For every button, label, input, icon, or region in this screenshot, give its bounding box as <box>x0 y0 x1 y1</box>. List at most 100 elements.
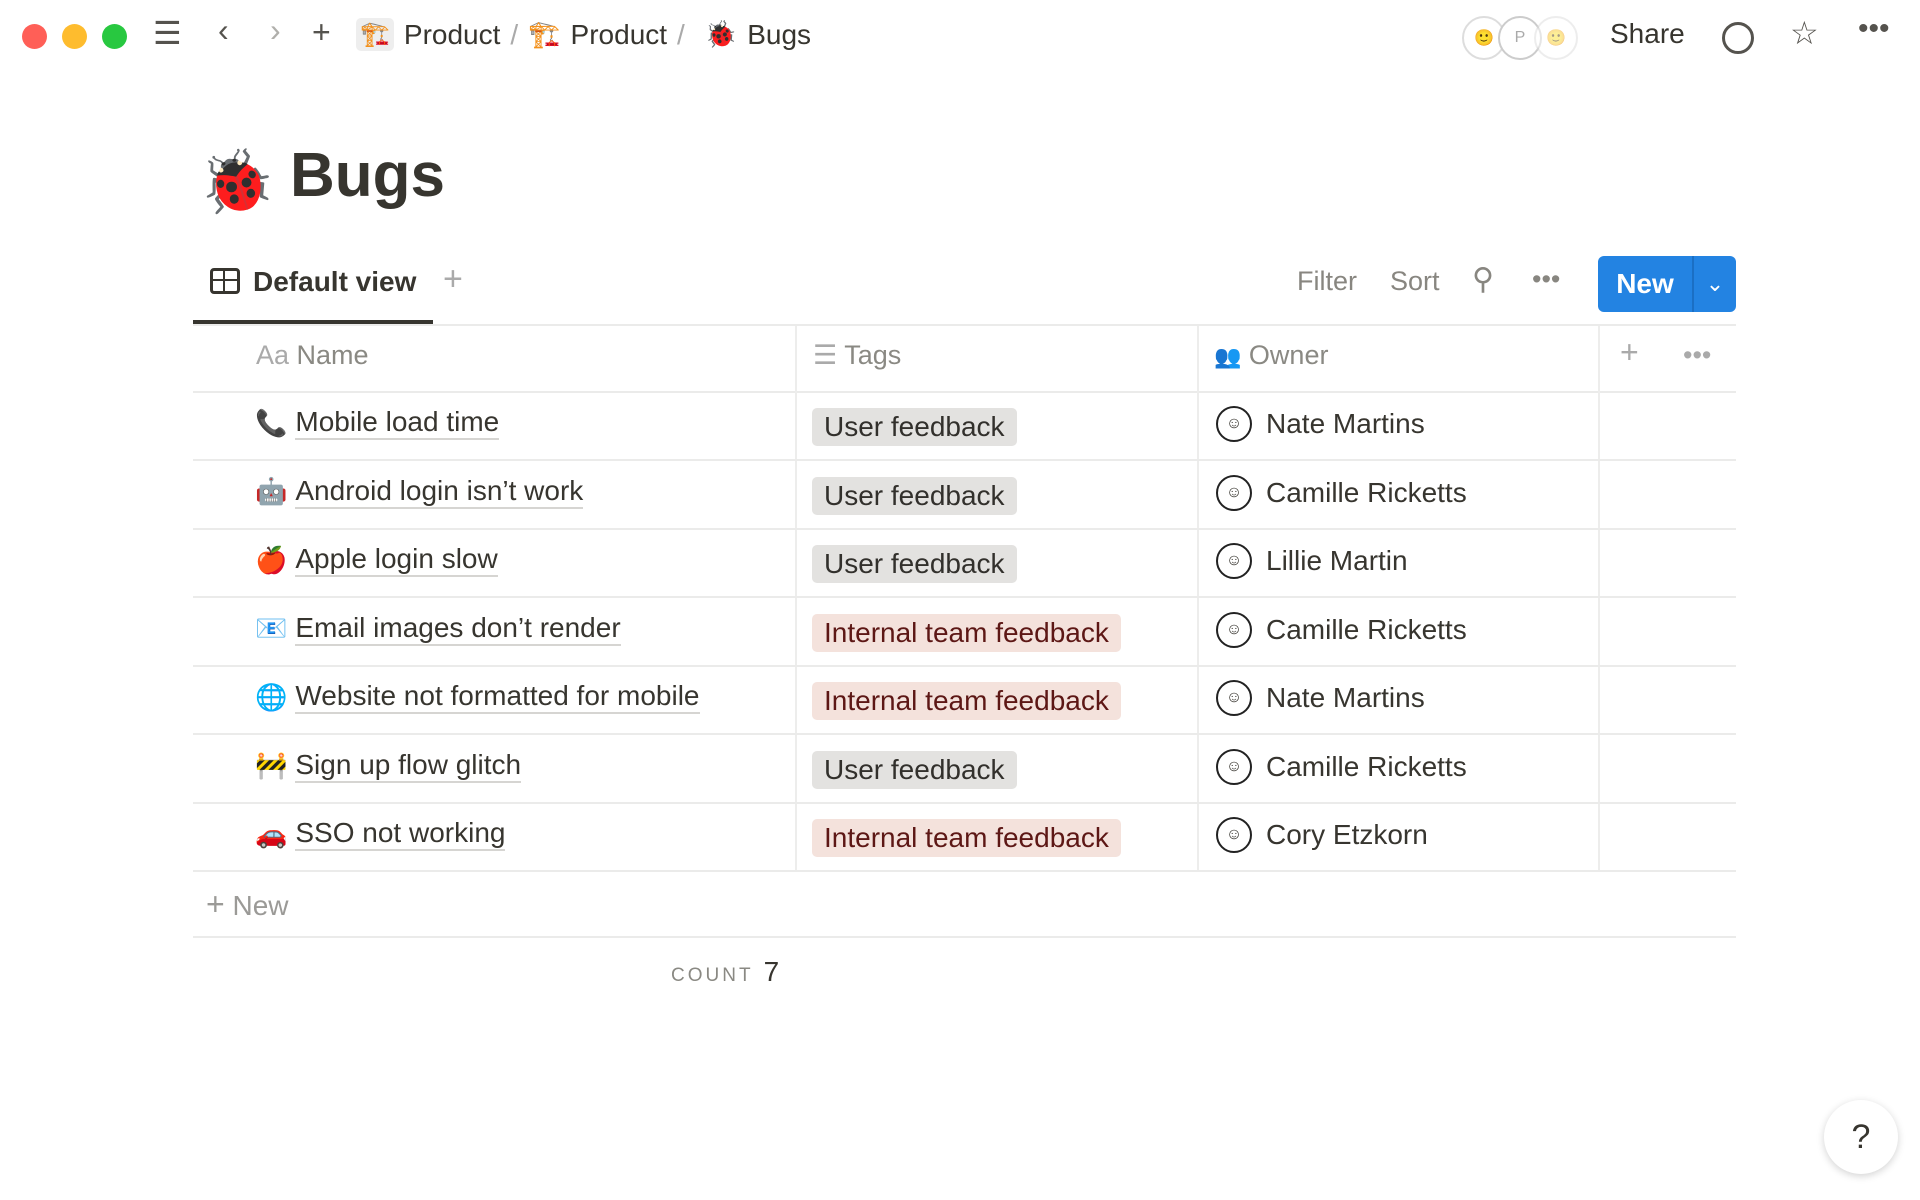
menu-icon[interactable]: ☰ <box>153 15 182 51</box>
tag-badge: Internal team feedback <box>812 682 1121 720</box>
add-row-button[interactable]: + New <box>206 886 288 923</box>
minimize-window-button[interactable] <box>62 24 87 49</box>
people-icon: 👥 <box>1214 344 1242 369</box>
count-value: 7 <box>763 956 780 987</box>
row-name[interactable]: Website not formatted for mobile <box>295 680 700 714</box>
text-type-icon: Aa <box>256 340 290 370</box>
search-icon[interactable]: ⚲ <box>1472 263 1494 296</box>
new-button-label[interactable]: New <box>1616 268 1674 299</box>
row-emoji-icon: 🚗 <box>255 818 288 849</box>
breadcrumb-item-bugs[interactable]: Bugs <box>747 18 812 50</box>
divider <box>193 596 1736 598</box>
presence-avatars[interactable]: 🙂 P 🙂 <box>1462 16 1578 60</box>
page-title[interactable]: Bugs <box>290 141 445 210</box>
share-button[interactable]: Share <box>1610 18 1685 49</box>
owner-cell[interactable]: ☺ Nate Martins <box>1216 680 1425 716</box>
row-name[interactable]: Email images don’t render <box>295 612 621 646</box>
breadcrumb-separator: / <box>677 18 685 50</box>
table-row[interactable]: 🚧 Sign up flow glitch User feedback ☺ Cami… <box>193 735 1736 803</box>
row-emoji-icon: 🍎 <box>255 544 288 575</box>
close-window-button[interactable] <box>22 24 47 49</box>
table-row[interactable]: 🌐 Website not formatted for mobile Intern… <box>193 666 1736 734</box>
back-icon[interactable]: ‹ <box>218 12 229 48</box>
filter-button[interactable]: Filter <box>1297 266 1357 296</box>
table-icon <box>210 268 240 294</box>
column-label: Tags <box>844 340 902 370</box>
tag-badge: Internal team feedback <box>812 613 1121 652</box>
view-options-icon[interactable]: ••• <box>1532 264 1561 294</box>
column-options-icon[interactable]: ••• <box>1683 340 1712 370</box>
divider <box>193 324 1736 326</box>
tag-badge: User feedback <box>812 750 1017 789</box>
avatar: ☺ <box>1216 406 1252 442</box>
row-name[interactable]: Android login isn’t work <box>295 475 584 509</box>
column-label: Name <box>296 340 369 370</box>
divider <box>193 801 1736 804</box>
owner-cell[interactable]: ☺ Lillie Martin <box>1216 543 1408 579</box>
new-page-icon[interactable]: + <box>312 14 331 50</box>
owner-name: Cory Etzkorn <box>1266 819 1428 850</box>
owner-cell[interactable]: ☺ Camille Ricketts <box>1216 611 1467 648</box>
history-clock-icon[interactable] <box>1722 22 1754 54</box>
divider <box>193 936 1736 938</box>
row-name-cell[interactable]: 🚧 Sign up flow glitch <box>255 749 522 783</box>
row-name[interactable]: Sign up flow glitch <box>295 749 522 783</box>
tag-badge: User feedback <box>812 476 1017 515</box>
row-name-cell[interactable]: 📧 Email images don’t render <box>255 612 621 646</box>
column-header-tags[interactable]: ☰ Tags <box>813 340 901 371</box>
tag-badge: Internal team feedback <box>812 819 1121 857</box>
add-property-icon[interactable]: + <box>1620 334 1639 370</box>
column-divider <box>795 326 797 872</box>
tag-badge: User feedback <box>812 408 1017 446</box>
chevron-down-icon[interactable]: ⌄ <box>1705 271 1725 296</box>
avatar: ☺ <box>1216 748 1252 785</box>
table-row[interactable]: 📧 Email images don’t render Internal team… <box>193 598 1736 666</box>
breadcrumb-item-product[interactable]: Product <box>570 18 668 50</box>
ladybug-icon: 🐞 <box>704 19 738 49</box>
row-name-cell[interactable]: 🍎 Apple login slow <box>255 543 498 577</box>
count-summary[interactable]: COUNT 7 <box>671 956 779 988</box>
table-row[interactable]: 🤖 Android login isn’t work User feedback … <box>193 461 1736 529</box>
breadcrumb-separator: / <box>510 18 519 50</box>
column-header-name[interactable]: Aa Name <box>256 340 369 371</box>
row-name-cell[interactable]: 📞 Mobile load time <box>255 406 500 440</box>
row-name[interactable]: Mobile load time <box>295 406 500 440</box>
table-row[interactable]: 🍎 Apple login slow User feedback ☺ Lillie … <box>193 529 1736 597</box>
add-row-label: New <box>232 890 289 921</box>
sort-button[interactable]: Sort <box>1390 266 1440 296</box>
new-record-button[interactable]: New ⌄ <box>1598 256 1736 312</box>
avatar: ☺ <box>1216 543 1252 579</box>
row-emoji-icon: 🌐 <box>255 681 288 712</box>
row-name-cell[interactable]: 🤖 Android login isn’t work <box>255 475 584 509</box>
row-name[interactable]: SSO not working <box>295 817 506 851</box>
forward-icon[interactable]: › <box>270 12 281 48</box>
breadcrumb-item-product[interactable]: Product <box>403 18 501 50</box>
ladybug-icon[interactable]: 🐞 <box>198 148 276 217</box>
column-label: Owner <box>1248 340 1329 370</box>
favorite-star-icon[interactable]: ☆ <box>1790 15 1819 51</box>
add-view-icon[interactable]: + <box>443 260 463 298</box>
owner-cell[interactable]: ☺ Camille Ricketts <box>1216 748 1467 785</box>
tab-default-view[interactable]: Default view <box>253 266 417 297</box>
row-emoji-icon: 🚧 <box>255 750 288 780</box>
divider <box>193 733 1736 735</box>
table-row[interactable]: 📞 Mobile load time User feedback ☺ Nate Ma… <box>193 392 1736 460</box>
avatar: ☺ <box>1216 680 1252 716</box>
more-options-icon[interactable]: ••• <box>1858 12 1890 45</box>
column-header-owner[interactable]: 👥 Owner <box>1214 340 1328 371</box>
row-name[interactable]: Apple login slow <box>295 543 498 577</box>
owner-cell[interactable]: ☺ Cory Etzkorn <box>1216 817 1428 853</box>
row-name-cell[interactable]: 🌐 Website not formatted for mobile <box>255 680 700 714</box>
row-emoji-icon: 📧 <box>255 613 288 643</box>
divider <box>1692 256 1694 312</box>
row-name-cell[interactable]: 🚗 SSO not working <box>255 817 506 851</box>
help-button[interactable]: ? <box>1824 1100 1898 1174</box>
divider <box>193 664 1736 667</box>
avatar: ☺ <box>1216 474 1252 511</box>
owner-cell[interactable]: ☺ Camille Ricketts <box>1216 474 1467 511</box>
table-row[interactable]: 🚗 SSO not working Internal team feedback … <box>193 803 1736 871</box>
owner-cell[interactable]: ☺ Nate Martins <box>1216 406 1425 442</box>
divider <box>193 527 1736 530</box>
crane-icon: 🏗️ <box>528 19 561 49</box>
zoom-window-button[interactable] <box>102 24 127 49</box>
